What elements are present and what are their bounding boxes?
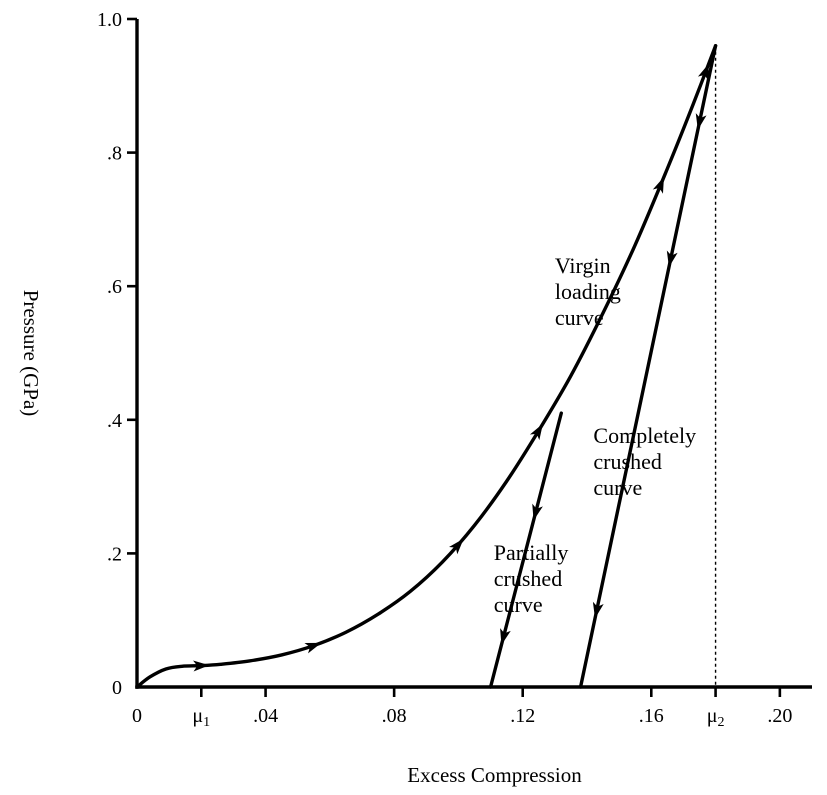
virgin-loading-label: Virgin loading curve: [555, 253, 621, 330]
curve-arrowhead: [449, 538, 464, 555]
x-tick-label: μ2: [707, 705, 725, 730]
curve-arrowhead: [529, 423, 543, 441]
x-tick-label: .20: [767, 705, 792, 727]
curve-arrowhead: [193, 660, 210, 672]
y-tick-label: .2: [107, 543, 122, 565]
completely-crushed-label: Completely crushed curve: [593, 423, 696, 500]
curve-arrowhead: [666, 250, 678, 268]
completely-crushed-curve: [578, 44, 718, 689]
y-tick-label: 0: [112, 677, 122, 699]
curve-arrowhead: [532, 503, 543, 521]
x-tick-label: .16: [639, 705, 664, 727]
curve-arrowhead: [304, 642, 322, 654]
y-tick-label: .4: [107, 410, 122, 432]
y-tick-label: .8: [107, 143, 122, 165]
curve-arrowhead: [500, 628, 511, 645]
chart-axes: 0 μ1 .04 .08 .12 .16 μ2 .20 0 .2 .4 .6 .8 1.0: [97, 9, 812, 730]
virgin-loading-curve: [135, 44, 718, 689]
y-ticks: 0 .2 .4 .6 .8 1.0: [97, 9, 137, 699]
x-axis-title: Excess Compression: [407, 763, 582, 787]
x-tick-label: .04: [253, 705, 278, 727]
x-tick-label: μ1: [192, 705, 210, 730]
chart-marks: [135, 44, 718, 689]
x-tick-label: .12: [510, 705, 535, 727]
y-tick-label: .6: [107, 276, 122, 298]
curve-arrowhead: [652, 176, 664, 194]
curve-arrowhead: [695, 113, 707, 130]
partially-crushed-label: Partially crushed curve: [494, 540, 569, 617]
y-axis-title: Pressure (GPa): [19, 290, 43, 417]
x-ticks: 0 μ1 .04 .08 .12 .16 μ2 .20: [132, 687, 792, 730]
curve-annotations: Virgin loading curve Partially crushed curve C…: [494, 253, 696, 617]
x-tick-label: 0: [132, 705, 142, 727]
curve-arrowhead: [697, 63, 709, 81]
x-tick-label: .08: [382, 705, 407, 727]
y-tick-label: 1.0: [97, 9, 122, 31]
curve-arrowhead: [592, 601, 604, 619]
